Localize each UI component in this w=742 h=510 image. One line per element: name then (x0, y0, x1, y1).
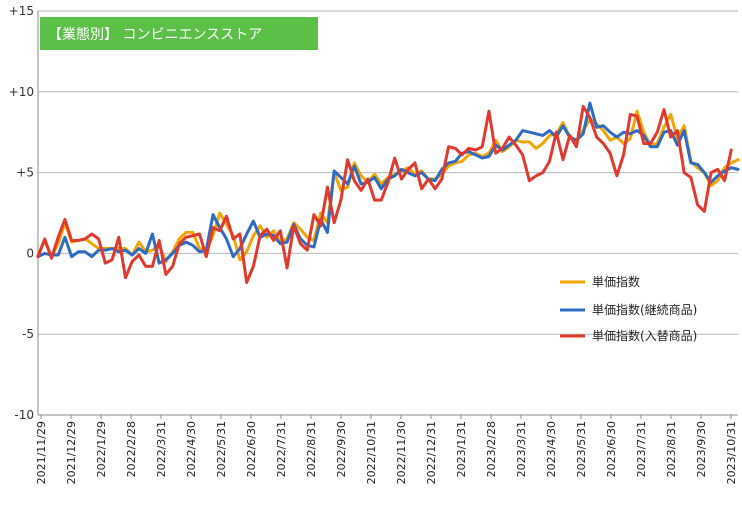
y-tick-label: -10 (14, 408, 34, 422)
x-tick-label: 2022/8/31 (305, 421, 318, 477)
x-tick-label: 2022/2/28 (125, 421, 138, 477)
x-tick-label: 2022/3/31 (155, 421, 168, 477)
x-tick-label: 2023/4/30 (545, 421, 558, 477)
x-tick-label: 2023/2/28 (485, 421, 498, 477)
chart-title: 【業態別】 コンビニエンスストア (40, 17, 318, 50)
x-tick-label: 2023/6/30 (605, 421, 618, 477)
legend-label-3: 単価指数(入替商品) (592, 328, 697, 343)
x-tick-label: 2022/11/30 (395, 421, 408, 484)
x-tick-label: 2023/5/31 (575, 421, 588, 477)
chart-gridlines (38, 10, 738, 416)
chart-title-text: 【業態別】 コンビニエンスストア (48, 27, 262, 43)
x-tick-label: 2022/9/30 (335, 421, 348, 477)
x-tick-label: 2022/5/31 (215, 421, 228, 477)
y-tick-label: +15 (9, 4, 34, 18)
y-tick-label: +5 (16, 166, 34, 180)
x-tick-label: 2022/12/31 (425, 421, 438, 484)
x-tick-label: 2022/1/29 (95, 421, 108, 477)
x-tick-label: 2022/4/30 (185, 421, 198, 477)
x-tick-label: 2022/10/31 (365, 421, 378, 484)
chart-series (36, 101, 740, 284)
x-tick-label: 2023/10/31 (725, 421, 738, 484)
x-tick-label: 2022/7/31 (275, 421, 288, 477)
y-tick-label: 0 (26, 246, 34, 260)
x-tick-label: 2023/9/30 (695, 421, 708, 477)
y-axis-ticks: +15 +10 +5 0 -5 -10 (9, 4, 34, 422)
y-tick-label: -5 (22, 327, 34, 341)
series-line-3 (36, 104, 733, 284)
y-tick-label: +10 (9, 85, 34, 99)
x-tick-label: 2023/8/31 (665, 421, 678, 477)
x-tick-label: 2023/1/31 (455, 421, 468, 477)
x-tick-label: 2022/6/30 (245, 421, 258, 477)
legend-label-2: 単価指数(継続商品) (592, 302, 697, 317)
legend-label-1: 単価指数 (592, 274, 640, 289)
chart-title-box (40, 17, 318, 50)
x-axis: 2021/11/29 2021/12/29 2022/1/29 2022/2/28 20… (35, 11, 738, 484)
x-tick-label: 2021/11/29 (35, 421, 48, 484)
x-tick-label: 2023/3/31 (515, 421, 528, 477)
x-tick-label: 2021/12/29 (65, 421, 78, 484)
x-tick-label: 2023/7/31 (635, 421, 648, 477)
